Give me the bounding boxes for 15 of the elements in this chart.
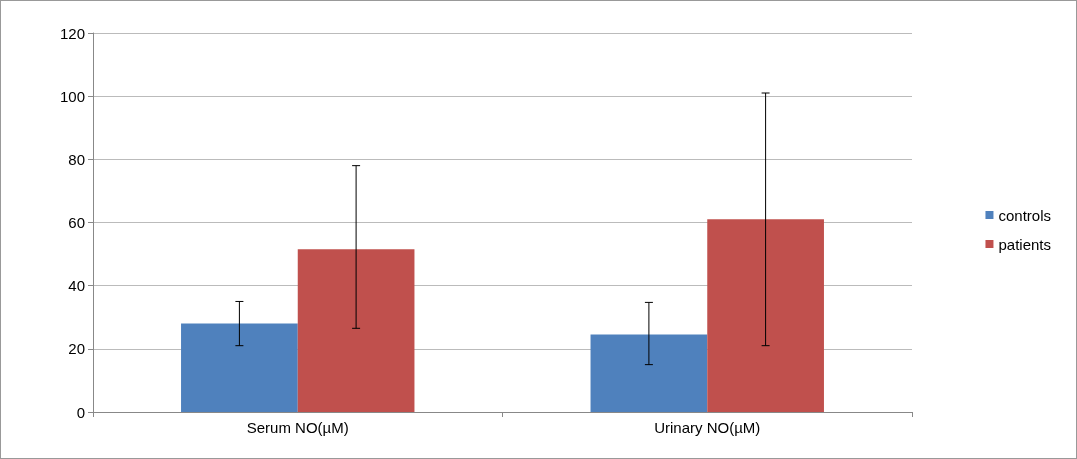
legend-label: patients [998,235,1052,253]
y-tick-label: 120 [59,24,85,42]
bar [297,249,415,412]
y-tick-label: 60 [68,214,85,231]
y-tick-label: 0 [76,403,85,421]
x-tick-label: Urinary NO(µM) [654,419,761,436]
y-tick-label: 40 [68,277,85,295]
y-tick-label: 100 [59,87,85,105]
bar [590,334,708,412]
bar [707,219,824,412]
legend-label: controls [998,206,1051,224]
bar [181,323,298,412]
y-tick-label: 80 [68,150,85,168]
x-tick-label: Serum NO(µM) [246,419,349,436]
y-tick-label: 20 [68,340,85,358]
